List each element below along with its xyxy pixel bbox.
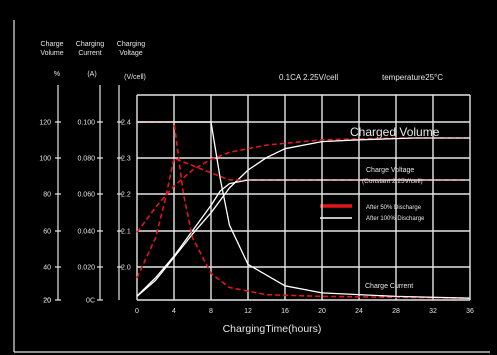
charge-voltage-subannotation: (Constant 2.25V/cell) xyxy=(362,178,423,185)
volume-tick-label: 80 xyxy=(43,192,51,199)
x-tick-label: 32 xyxy=(429,308,437,315)
axes: 0 4 8 12 16 20 24 28 32 3612010080604020200.1000.… xyxy=(39,85,474,315)
x-tick-label: 0 xyxy=(135,308,139,315)
x-tick-label: 12 xyxy=(244,308,252,315)
current-tick-label: 0.100 xyxy=(77,120,95,127)
x-tick-label: 20 xyxy=(318,308,326,315)
volume-axis-header-1: Charge xyxy=(41,41,64,48)
legend-label-after-50: After 50% Discharge xyxy=(366,205,422,211)
chart-title: 0.1CA 2.25V/cell xyxy=(279,73,338,82)
volume-tick-label: 20 xyxy=(43,298,51,305)
current-tick-label: 0.020 xyxy=(77,265,95,272)
x-tick-label: 4 xyxy=(172,308,176,315)
volume-tick-label: 20 xyxy=(43,298,51,305)
charge-voltage-annotation: Charge Voltage xyxy=(366,167,414,174)
current-axis-unit: (A) xyxy=(87,71,96,78)
current-axis-header-2: Current xyxy=(78,50,101,57)
x-tick-label: 36 xyxy=(466,308,474,315)
charged-volume-annotation: Charged Volume xyxy=(350,125,440,139)
series-line-voltage-after-100 xyxy=(136,179,470,297)
current-tick-label: 0C xyxy=(86,298,95,305)
temperature-label: temperature25°C xyxy=(382,73,443,82)
series-line-volume-after-50 xyxy=(136,137,470,233)
x-tick-label: 16 xyxy=(281,308,289,315)
x-tick-label: 8 xyxy=(209,308,213,315)
current-tick-label: 0.040 xyxy=(77,229,95,236)
voltage-axis-header-2: Voltage xyxy=(119,50,142,57)
volume-axis-header-2: Volume xyxy=(40,50,63,57)
x-tick-label: 28 xyxy=(392,308,400,315)
charge-current-annotation: Charge Current xyxy=(365,283,413,290)
current-tick-label: 0.060 xyxy=(77,192,95,199)
voltage-axis-header-1: Charging xyxy=(117,41,146,48)
volume-tick-label: 100 xyxy=(39,156,51,163)
volume-tick-label: 120 xyxy=(39,120,51,127)
voltage-tick-label: 2.4 xyxy=(121,120,131,127)
x-tick-label: 24 xyxy=(355,308,363,315)
volume-tick-label: 40 xyxy=(43,265,51,272)
x-axis-title: ChargingTime(hours) xyxy=(223,323,322,335)
series-line-current-after-100 xyxy=(137,121,471,299)
voltage-tick-label: 2.3 xyxy=(121,156,131,163)
voltage-tick-label: 2.2 xyxy=(121,192,131,199)
series-lines xyxy=(136,121,471,299)
voltage-tick-label: 2.0 xyxy=(121,265,131,272)
series-line-volume-after-100 xyxy=(136,137,470,297)
volume-tick-label: 60 xyxy=(43,229,51,236)
current-tick-label: 0.080 xyxy=(77,156,95,163)
voltage-axis-unit: (V/cell) xyxy=(124,74,146,81)
voltage-tick-label: 2.1 xyxy=(121,229,131,236)
series-line-current-after-50 xyxy=(137,121,471,299)
volume-axis-unit: % xyxy=(54,71,60,78)
current-axis-header-1: Charging xyxy=(76,41,105,48)
